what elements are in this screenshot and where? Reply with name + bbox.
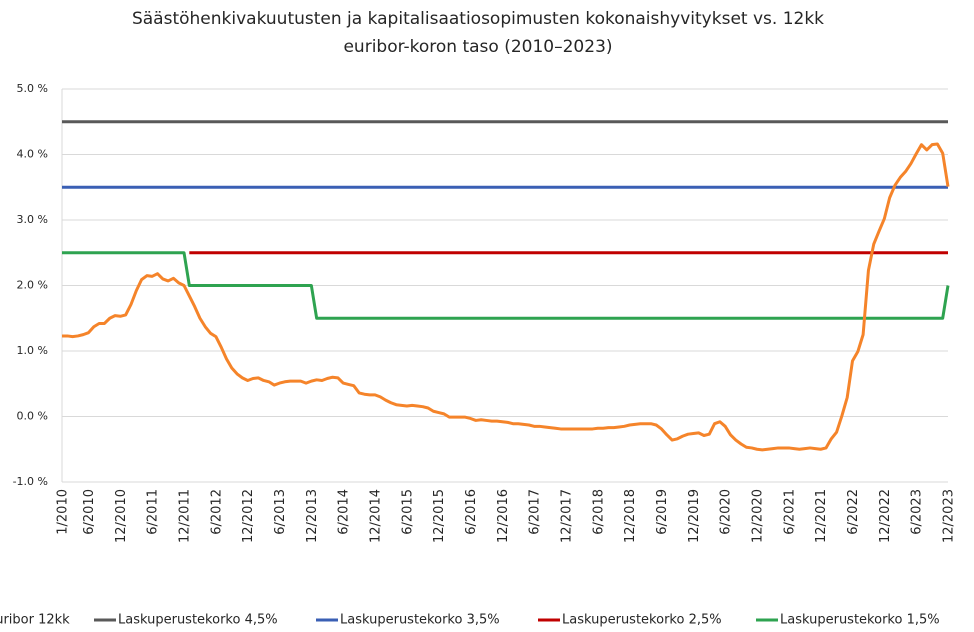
x-tick-label: 12/2010 xyxy=(114,489,129,543)
x-tick-label: 6/2010 xyxy=(82,489,97,535)
x-tick-label: 6/2015 xyxy=(400,489,415,535)
legend-label: Laskuperustekorko 1,5% xyxy=(780,613,940,628)
x-tick-label: 6/2014 xyxy=(337,489,352,535)
y-tick-label: -1.0 % xyxy=(13,475,48,488)
x-tick-label: 12/2018 xyxy=(623,489,638,543)
series-line xyxy=(62,251,950,320)
y-tick-label: 3.0 % xyxy=(17,213,48,226)
x-tick-label: 6/2022 xyxy=(846,489,861,535)
x-tick-label: 6/2018 xyxy=(591,489,606,535)
chart-title: euribor-koron taso (2010–2023) xyxy=(343,37,612,57)
x-tick-label: 6/2021 xyxy=(782,489,797,535)
series-line xyxy=(62,142,950,452)
x-tick-label: 12/2021 xyxy=(814,489,829,543)
x-tick-label: 6/2023 xyxy=(910,489,925,535)
x-tick-label: 6/2011 xyxy=(146,489,161,535)
x-tick-label: 1/2010 xyxy=(56,489,71,535)
y-tick-label: 5.0 % xyxy=(17,82,48,95)
x-tick-label: 6/2012 xyxy=(209,489,224,535)
legend-label: Laskuperustekorko 4,5% xyxy=(118,613,278,628)
x-tick-label: 12/2023 xyxy=(942,489,957,543)
x-tick-label: 12/2014 xyxy=(369,489,384,543)
y-tick-label: 4.0 % xyxy=(17,148,48,161)
legend-label: Laskuperustekorko 3,5% xyxy=(340,613,500,628)
x-tick-label: 12/2016 xyxy=(496,489,511,543)
x-tick-label: 12/2020 xyxy=(751,489,766,543)
x-tick-label: 6/2017 xyxy=(528,489,543,535)
x-tick-label: 12/2017 xyxy=(560,489,575,543)
x-tick-label: 12/2011 xyxy=(178,489,193,543)
x-tick-label: 12/2019 xyxy=(687,489,702,543)
x-tick-label: 6/2019 xyxy=(655,489,670,535)
y-tick-label: 2.0 % xyxy=(17,279,48,292)
x-tick-label: 12/2012 xyxy=(241,489,256,543)
x-tick-label: 6/2020 xyxy=(719,489,734,535)
x-tick-label: 12/2015 xyxy=(432,489,447,543)
y-tick-label: 1.0 % xyxy=(17,344,48,357)
chart-title: Säästöhenkivakuutusten ja kapitalisaatio… xyxy=(132,9,824,29)
x-tick-label: 12/2013 xyxy=(305,489,320,543)
legend-label: Laskuperustekorko 2,5% xyxy=(562,613,722,628)
legend-label: Euribor 12kk xyxy=(0,613,70,628)
x-tick-label: 12/2022 xyxy=(878,489,893,543)
x-tick-label: 6/2013 xyxy=(273,489,288,535)
x-tick-label: 6/2016 xyxy=(464,489,479,535)
y-tick-label: 0.0 % xyxy=(17,410,48,423)
